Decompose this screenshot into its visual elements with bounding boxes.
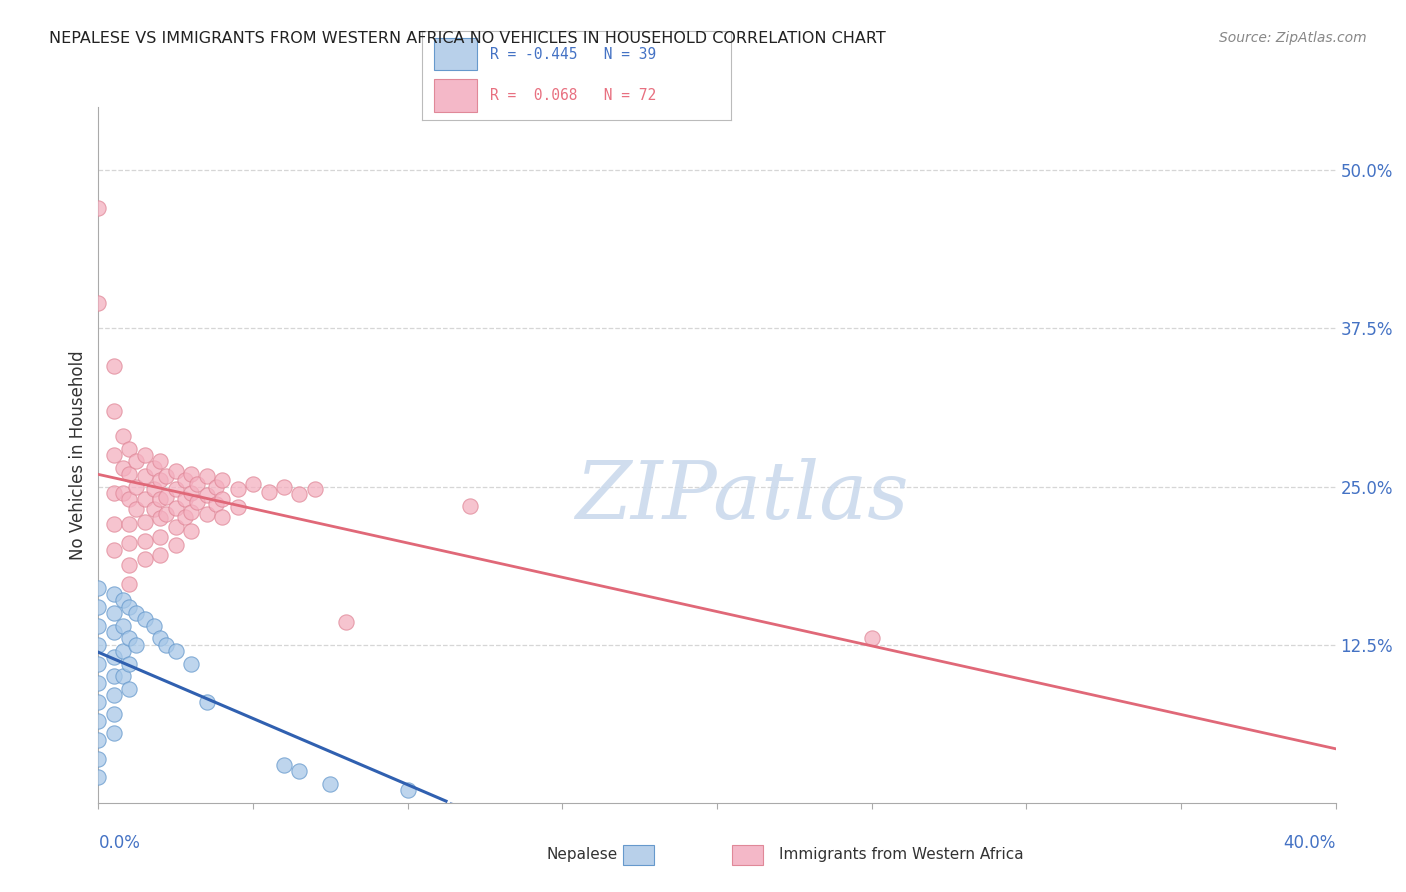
Text: 0.0%: 0.0% bbox=[98, 834, 141, 852]
Bar bbox=[434, 38, 478, 70]
FancyBboxPatch shape bbox=[623, 845, 654, 865]
Text: R = -0.445   N = 39: R = -0.445 N = 39 bbox=[489, 47, 657, 62]
FancyBboxPatch shape bbox=[733, 845, 763, 865]
Text: NEPALESE VS IMMIGRANTS FROM WESTERN AFRICA NO VEHICLES IN HOUSEHOLD CORRELATION : NEPALESE VS IMMIGRANTS FROM WESTERN AFRI… bbox=[49, 31, 886, 46]
Bar bbox=[434, 79, 478, 112]
Text: Nepalese: Nepalese bbox=[547, 847, 619, 863]
Text: 40.0%: 40.0% bbox=[1284, 834, 1336, 852]
Y-axis label: No Vehicles in Household: No Vehicles in Household bbox=[69, 350, 87, 560]
Text: R =  0.068   N = 72: R = 0.068 N = 72 bbox=[489, 88, 657, 103]
Text: Immigrants from Western Africa: Immigrants from Western Africa bbox=[779, 847, 1024, 863]
Text: Source: ZipAtlas.com: Source: ZipAtlas.com bbox=[1219, 31, 1367, 45]
Text: ZIPatlas: ZIPatlas bbox=[575, 458, 908, 535]
